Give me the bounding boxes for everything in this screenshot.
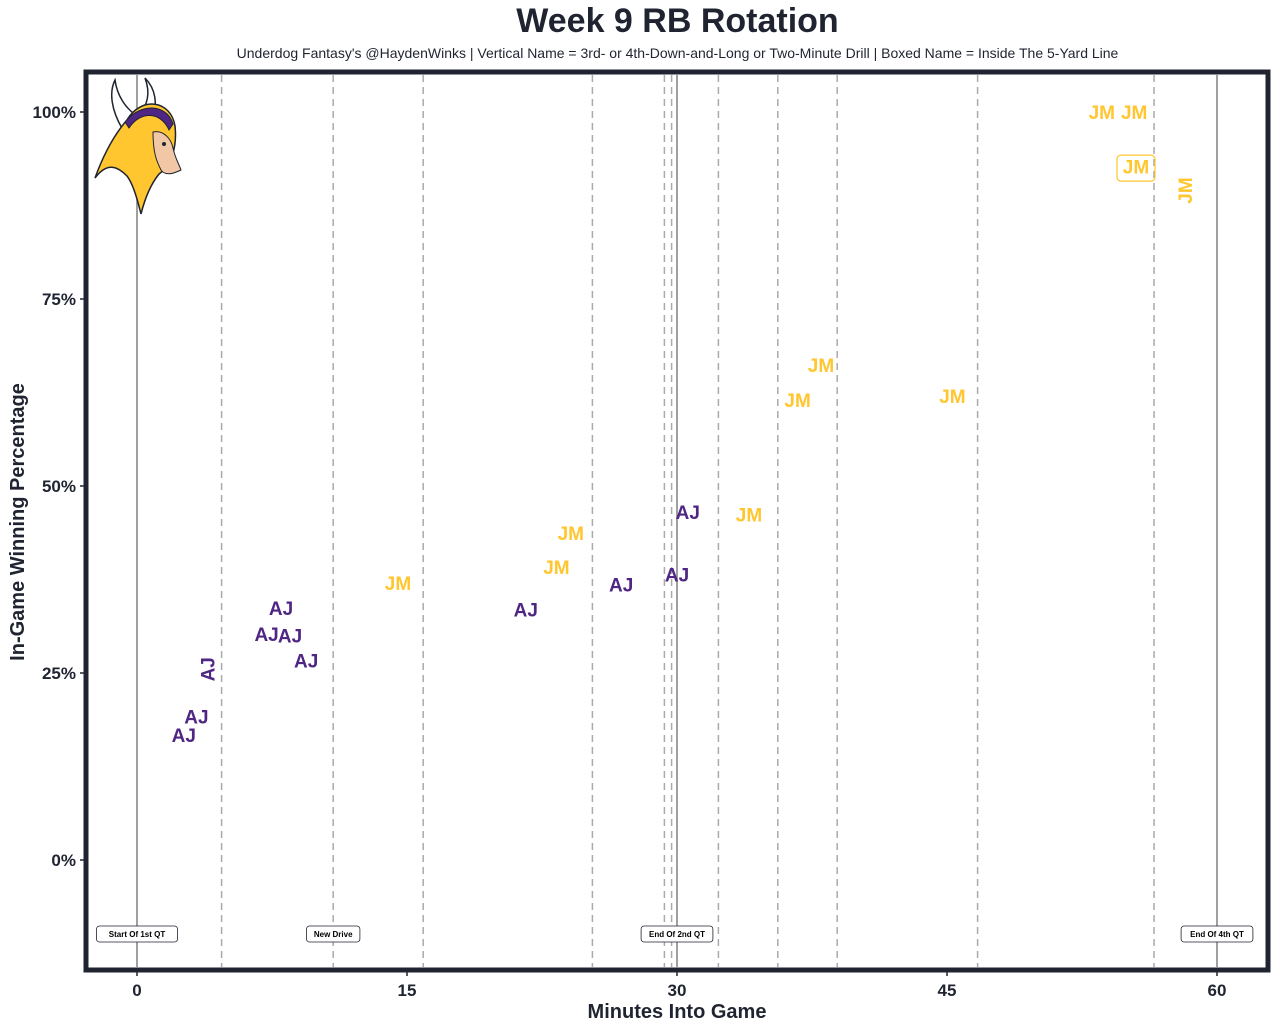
marker-label: End Of 2nd QT bbox=[649, 930, 705, 939]
y-tick-label: 50% bbox=[42, 477, 76, 496]
x-tick-label: 0 bbox=[132, 981, 141, 1000]
point-label: JM bbox=[385, 574, 411, 595]
marker-box bbox=[1180, 925, 1254, 943]
point-label: JM bbox=[1089, 103, 1115, 124]
marker-box bbox=[640, 925, 714, 943]
point-label: AJ bbox=[269, 599, 293, 620]
point-label: AJ bbox=[665, 565, 689, 586]
reference-lines: Start Of 1st QT New Drive End Of 2nd QT End… bbox=[96, 75, 1254, 967]
point-label: JM bbox=[736, 505, 762, 526]
inside-five-box bbox=[1116, 154, 1156, 182]
marker-label: Start Of 1st QT bbox=[109, 930, 166, 939]
y-tick-label: 0% bbox=[51, 851, 76, 870]
y-tick-label: 100% bbox=[33, 103, 76, 122]
point-label: AJ bbox=[254, 625, 278, 646]
point-label: AJ bbox=[172, 726, 196, 747]
point-label: AJ bbox=[199, 657, 220, 681]
point-label: AJ bbox=[514, 600, 538, 621]
point-label: AJ bbox=[294, 651, 318, 672]
marker-label: End Of 4th QT bbox=[1190, 930, 1244, 939]
y-tick-label: 25% bbox=[42, 664, 76, 683]
chart-subtitle: Underdog Fantasy's @HaydenWinks | Vertic… bbox=[236, 45, 1119, 61]
x-axis-title: Minutes Into Game bbox=[588, 1001, 767, 1023]
chart-title: Week 9 RB Rotation bbox=[516, 2, 839, 40]
point-label: AJ bbox=[278, 627, 302, 648]
point-label: AJ bbox=[676, 503, 700, 524]
point-label: JM bbox=[1176, 177, 1197, 203]
point-label: JM bbox=[808, 356, 834, 377]
point-label: JM bbox=[558, 524, 584, 545]
x-tick-label: 30 bbox=[668, 981, 687, 1000]
x-tick-label: 60 bbox=[1208, 981, 1227, 1000]
marker-box bbox=[96, 925, 178, 943]
axes: 0 15 30 45 60 0% 25% 50% 75% 100% bbox=[33, 103, 1227, 1000]
marker-label: New Drive bbox=[314, 930, 353, 939]
point-label: JM bbox=[939, 387, 965, 408]
point-label: JM bbox=[1123, 158, 1149, 179]
point-label: JM bbox=[1121, 103, 1147, 124]
point-label: JM bbox=[784, 391, 810, 412]
point-label: AJ bbox=[609, 576, 633, 597]
x-tick-label: 45 bbox=[938, 981, 957, 1000]
marker-box bbox=[306, 925, 361, 943]
point-label: JM bbox=[543, 558, 569, 579]
vikings-logo bbox=[94, 77, 182, 215]
y-tick-label: 75% bbox=[42, 290, 76, 309]
y-axis-title: In-Game Winning Percentage bbox=[7, 383, 29, 661]
point-label: AJ bbox=[184, 707, 208, 728]
x-tick-label: 15 bbox=[398, 981, 417, 1000]
